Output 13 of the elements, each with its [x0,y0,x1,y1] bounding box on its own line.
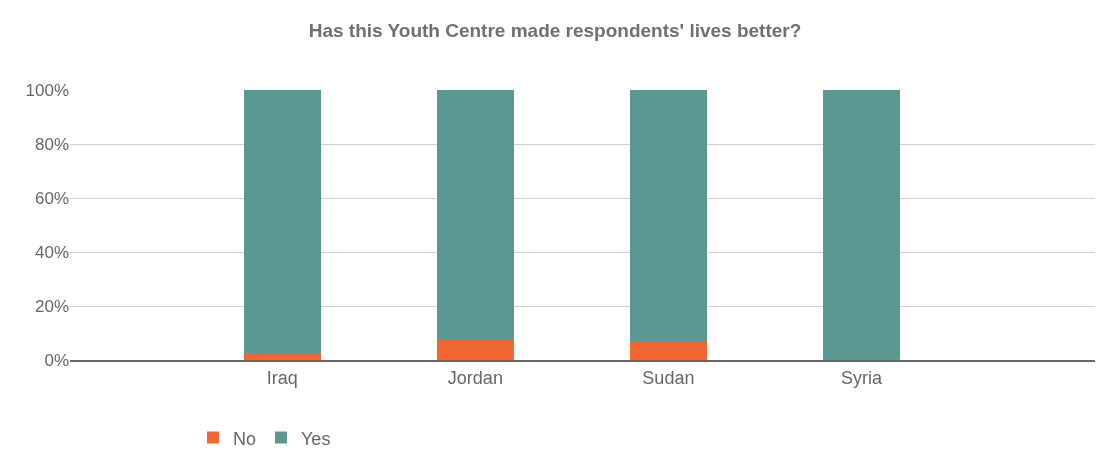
y-tick-label: 20% [34,296,69,316]
x-tick-label: Iraq [266,367,298,388]
x-tick-label: Sudan [642,367,695,388]
y-tick-label: 100% [25,80,69,100]
x-tick-label: Jordan [447,367,503,388]
y-tick-label: 60% [34,188,69,208]
chart-title: Has this Youth Centre made respondents' lives better? [308,19,802,41]
legend-label: Yes [301,428,331,449]
legend-label: No [233,428,257,449]
y-tick-label: 80% [34,134,69,154]
x-tick-label: Syria [840,367,883,388]
y-tick-label: 0% [44,350,69,370]
y-tick-label: 40% [34,242,69,262]
